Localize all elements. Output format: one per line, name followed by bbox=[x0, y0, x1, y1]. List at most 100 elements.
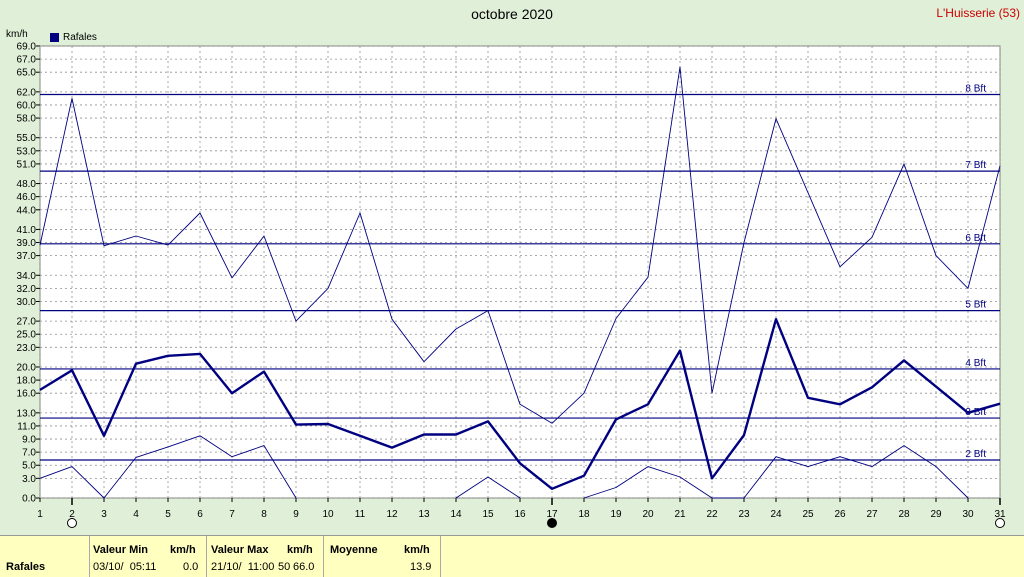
y-tick-label: 16.0 bbox=[17, 389, 37, 400]
avg-header: Moyenne bbox=[330, 544, 378, 556]
max-date: 21/10/ 11:00 bbox=[211, 561, 275, 573]
wind-gust-chart: 0.0 3.0 5.0 7.0 9.0 11.0 13.0 16.0 18.0 20.0 23.0 2… bbox=[17, 42, 1006, 528]
y-tick-label: 13.0 bbox=[17, 408, 37, 419]
station-name: L'Huisserie (53) bbox=[936, 6, 1020, 20]
x-tick-label: 18 bbox=[578, 509, 590, 520]
beaufort-label: 4 Bft bbox=[965, 358, 986, 369]
y-tick-label: 55.0 bbox=[17, 133, 37, 144]
x-tick-label: 26 bbox=[834, 509, 846, 520]
y-tick-label: 62.0 bbox=[17, 87, 37, 98]
series-line-min bbox=[39, 435, 297, 499]
y-tick-label: 7.0 bbox=[22, 448, 36, 459]
x-tick-label: 15 bbox=[482, 509, 494, 520]
max-value: 66.0 bbox=[293, 561, 315, 573]
footer-max-cell: Valeur Max km/h 21/10/ 11:00 50 66.0 bbox=[207, 536, 324, 577]
y-tick-label: 32.0 bbox=[17, 284, 37, 295]
x-tick-label: 3 bbox=[101, 509, 107, 520]
y-tick-label: 18.0 bbox=[17, 376, 37, 387]
x-tick-label: 17 bbox=[546, 509, 558, 520]
y-tick-label: 46.0 bbox=[17, 192, 37, 203]
y-tick-label: 58.0 bbox=[17, 114, 37, 125]
day-marker-open-circle bbox=[67, 518, 77, 528]
x-tick-label: 22 bbox=[706, 509, 718, 520]
beaufort-label: 8 Bft bbox=[965, 83, 986, 94]
series-line-min bbox=[455, 476, 521, 499]
day-marker-open-circle bbox=[995, 518, 1005, 528]
y-axis-unit: km/h bbox=[6, 29, 28, 40]
y-tick-label: 0.0 bbox=[22, 494, 36, 505]
y-tick-label: 20.0 bbox=[17, 362, 37, 373]
y-tick-label: 65.0 bbox=[17, 68, 37, 79]
x-tick-label: 24 bbox=[770, 509, 782, 520]
y-tick-label: 5.0 bbox=[22, 461, 36, 472]
x-tick-label: 4 bbox=[133, 509, 139, 520]
x-tick-label: 8 bbox=[261, 509, 267, 520]
y-tick-label: 25.0 bbox=[17, 330, 37, 341]
y-tick-label: 60.0 bbox=[17, 100, 37, 111]
y-tick-label: 44.0 bbox=[17, 205, 37, 216]
x-tick-label: 29 bbox=[930, 509, 942, 520]
y-tick-label: 27.0 bbox=[17, 317, 37, 328]
y-tick-label: 34.0 bbox=[17, 271, 37, 282]
x-tick-label: 30 bbox=[962, 509, 974, 520]
y-tick-label: 67.0 bbox=[17, 55, 37, 66]
footer-series-label: Rafales bbox=[6, 561, 46, 573]
series-line-min bbox=[583, 445, 969, 499]
x-tick-label: 28 bbox=[898, 509, 910, 520]
footer-avg-cell: Moyenne km/h 13.9 bbox=[324, 536, 441, 577]
y-tick-label: 23.0 bbox=[17, 343, 37, 354]
x-tick-label: 6 bbox=[197, 509, 203, 520]
x-tick-label: 10 bbox=[322, 509, 334, 520]
x-tick-label: 19 bbox=[610, 509, 622, 520]
avg-unit: km/h bbox=[404, 544, 430, 556]
min-header: Valeur Min bbox=[93, 544, 149, 556]
series-line-mean bbox=[39, 318, 1001, 490]
y-tick-label: 11.0 bbox=[17, 421, 36, 432]
x-tick-label: 20 bbox=[642, 509, 654, 520]
y-tick-label: 9.0 bbox=[22, 435, 36, 446]
max-overlap-text: 50 bbox=[278, 561, 291, 573]
y-tick-label: 48.0 bbox=[17, 179, 37, 190]
series-line-max bbox=[39, 66, 1001, 424]
legend: Rafales bbox=[50, 32, 97, 43]
beaufort-label: 5 Bft bbox=[965, 300, 986, 311]
x-tick-label: 9 bbox=[293, 509, 299, 520]
min-unit: km/h bbox=[170, 544, 196, 556]
x-tick-label: 27 bbox=[866, 509, 878, 520]
x-tick-label: 11 bbox=[355, 509, 366, 520]
footer-label-cell: Rafales bbox=[0, 536, 90, 577]
legend-swatch bbox=[50, 33, 59, 42]
x-tick-label: 12 bbox=[386, 509, 398, 520]
x-tick-label: 13 bbox=[418, 509, 430, 520]
stats-footer: Rafales Valeur Min km/h 03/10/ 05:11 0.0… bbox=[0, 535, 1024, 577]
day-marker-filled-circle bbox=[547, 518, 557, 528]
y-tick-label: 30.0 bbox=[17, 297, 37, 308]
chart-title: octobre 2020 bbox=[471, 6, 553, 22]
beaufort-label: 2 Bft bbox=[965, 449, 986, 460]
beaufort-label: 7 Bft bbox=[965, 160, 986, 171]
x-tick-label: 21 bbox=[674, 509, 686, 520]
y-tick-label: 51.0 bbox=[17, 159, 37, 170]
min-value: 0.0 bbox=[183, 561, 199, 573]
x-tick-label: 1 bbox=[37, 509, 43, 520]
y-tick-label: 3.0 bbox=[22, 474, 36, 485]
y-tick-label: 41.0 bbox=[17, 225, 37, 236]
x-tick-label: 5 bbox=[165, 509, 171, 520]
x-tick-label: 31 bbox=[994, 509, 1006, 520]
x-tick-label: 23 bbox=[738, 509, 750, 520]
x-tick-label: 16 bbox=[514, 509, 526, 520]
beaufort-label: 6 Bft bbox=[965, 233, 986, 244]
max-unit: km/h bbox=[287, 544, 313, 556]
y-tick-label: 69.0 bbox=[17, 42, 37, 53]
y-tick-label: 53.0 bbox=[17, 146, 37, 157]
legend-label: Rafales bbox=[63, 32, 97, 43]
x-tick-label: 7 bbox=[229, 509, 235, 520]
max-header: Valeur Max bbox=[211, 544, 269, 556]
footer-min-cell: Valeur Min km/h 03/10/ 05:11 0.0 bbox=[90, 536, 207, 577]
y-tick-label: 39.0 bbox=[17, 238, 37, 249]
x-tick-label: 2 bbox=[69, 509, 75, 520]
x-tick-label: 25 bbox=[802, 509, 814, 520]
avg-value: 13.9 bbox=[410, 561, 432, 573]
y-tick-label: 37.0 bbox=[17, 251, 37, 262]
min-date: 03/10/ 05:11 bbox=[93, 561, 157, 573]
